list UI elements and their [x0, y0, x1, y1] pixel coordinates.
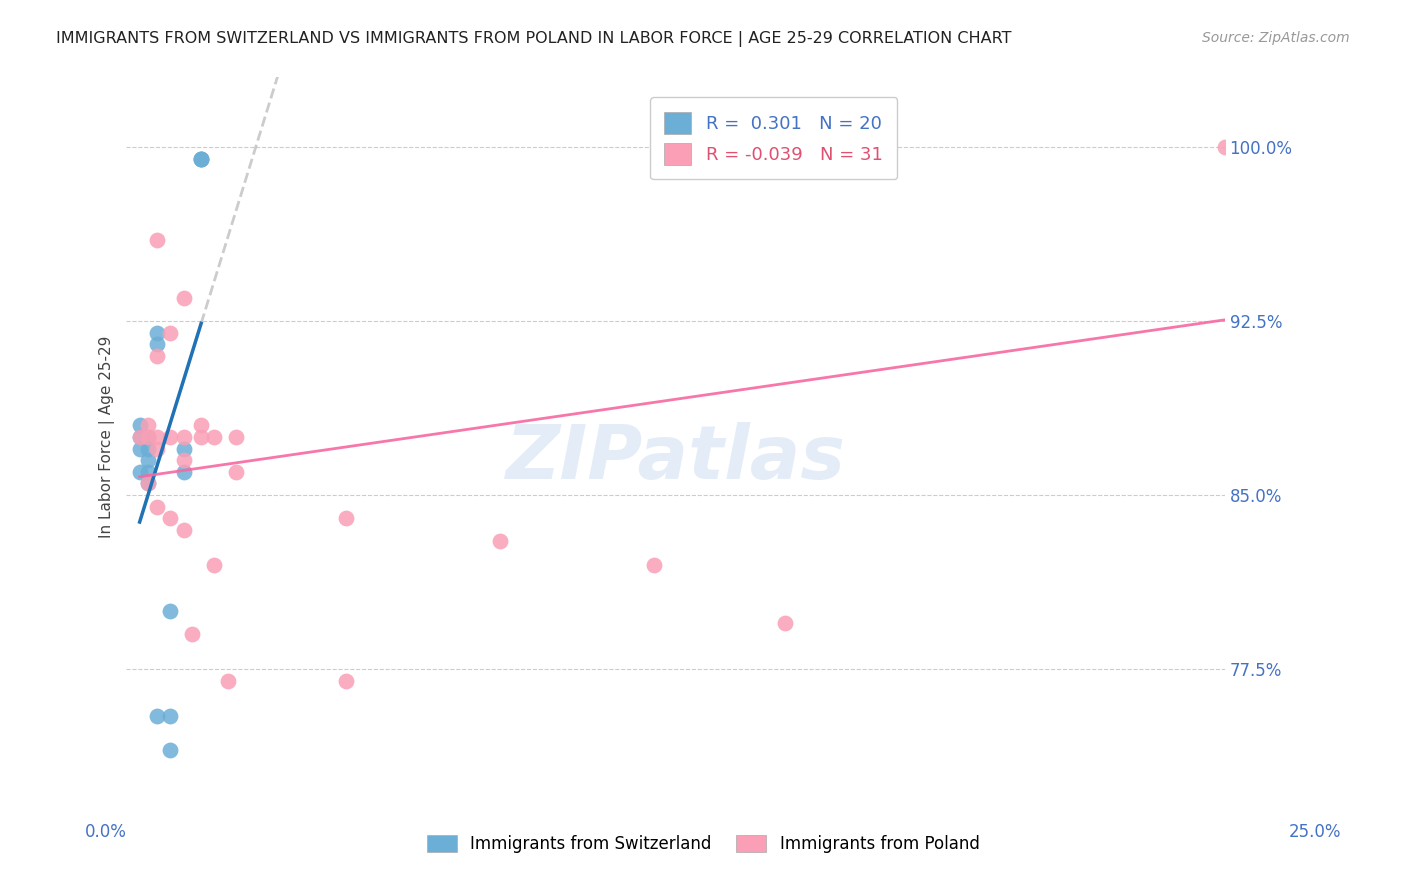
Point — [190, 418, 212, 433]
Point — [128, 442, 150, 456]
Point — [146, 337, 169, 351]
Point — [159, 708, 181, 723]
Point — [128, 430, 150, 444]
Point — [128, 465, 150, 479]
Text: Source: ZipAtlas.com: Source: ZipAtlas.com — [1202, 31, 1350, 45]
Point — [138, 453, 160, 467]
Point — [335, 511, 357, 525]
Point — [138, 476, 160, 491]
Point — [146, 430, 169, 444]
Point — [138, 418, 160, 433]
Point — [146, 326, 169, 340]
Point — [159, 743, 181, 757]
Point — [335, 673, 357, 688]
Point — [138, 476, 160, 491]
Legend: R =  0.301   N = 20, R = -0.039   N = 31: R = 0.301 N = 20, R = -0.039 N = 31 — [650, 97, 897, 179]
Point — [128, 418, 150, 433]
Point — [138, 465, 160, 479]
Point — [190, 152, 212, 166]
Point — [173, 453, 195, 467]
Point — [181, 627, 204, 641]
Point — [217, 673, 239, 688]
Point — [862, 140, 884, 154]
Text: ZIPatlas: ZIPatlas — [506, 422, 845, 495]
Point — [190, 152, 212, 166]
Point — [173, 442, 195, 456]
Point — [1213, 140, 1236, 154]
Point — [146, 500, 169, 514]
Point — [190, 152, 212, 166]
Text: IMMIGRANTS FROM SWITZERLAND VS IMMIGRANTS FROM POLAND IN LABOR FORCE | AGE 25-29: IMMIGRANTS FROM SWITZERLAND VS IMMIGRANT… — [56, 31, 1012, 47]
Point — [173, 430, 195, 444]
Point — [138, 430, 160, 444]
Point — [173, 465, 195, 479]
Point — [159, 511, 181, 525]
Point — [138, 430, 160, 444]
Point — [173, 523, 195, 537]
Point — [146, 349, 169, 363]
Point — [489, 534, 512, 549]
Point — [643, 558, 665, 572]
Point — [138, 442, 160, 456]
Point — [159, 326, 181, 340]
Point — [202, 430, 225, 444]
Point — [146, 233, 169, 247]
Point — [190, 430, 212, 444]
Point — [225, 430, 247, 444]
Point — [159, 430, 181, 444]
Point — [775, 615, 797, 630]
Point — [202, 558, 225, 572]
Point — [128, 430, 150, 444]
Text: 0.0%: 0.0% — [84, 823, 127, 841]
Y-axis label: In Labor Force | Age 25-29: In Labor Force | Age 25-29 — [100, 336, 115, 538]
Point — [146, 442, 169, 456]
Text: 25.0%: 25.0% — [1288, 823, 1341, 841]
Point — [173, 291, 195, 305]
Point — [159, 604, 181, 618]
Point — [146, 708, 169, 723]
Legend: Immigrants from Switzerland, Immigrants from Poland: Immigrants from Switzerland, Immigrants … — [418, 827, 988, 862]
Point — [225, 465, 247, 479]
